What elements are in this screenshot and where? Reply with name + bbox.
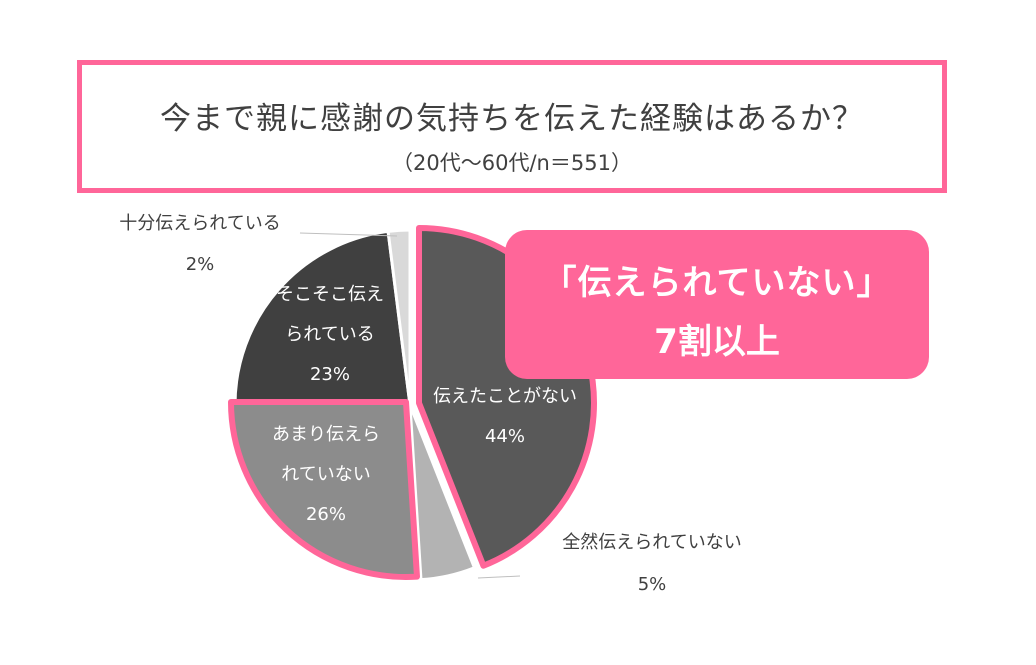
pie-slice-2 [228, 399, 420, 580]
callout-box: 「伝えられていない」 7割以上 [505, 230, 929, 379]
slice-category-label: 全然伝えられていない [562, 532, 741, 553]
pie-slice-1 [408, 403, 476, 582]
callout-headline: 「伝えられていない」 [542, 263, 892, 303]
slice-category-label: そこそこ伝え [276, 284, 384, 305]
pie-slice-3 [233, 229, 412, 407]
leader-line [299, 232, 398, 237]
slice-category-label: あまり伝えら [272, 424, 380, 445]
title-box: 今まで親に感謝の気持ちを伝えた経験はあるか？ （20代～60代/n＝551） [77, 60, 947, 193]
chart-subtitle: （20代～60代/n＝551） [392, 151, 632, 175]
pie-slice-4 [386, 228, 412, 407]
slice-value-label: 26% [306, 504, 346, 525]
chart-title: 今まで親に感謝の気持ちを伝えた経験はあるか？ [160, 101, 864, 137]
leader-line [477, 575, 521, 579]
callout-highlight: 7割以上 [654, 322, 780, 362]
slice-value-label: 5% [638, 574, 667, 595]
slice-category-label: られている [285, 324, 374, 345]
slice-category-label: 十分伝えられている [119, 213, 280, 234]
slice-value-label: 44% [485, 426, 525, 447]
slice-value-label: 23% [310, 364, 350, 385]
slice-category-label: 伝えたことがない [433, 386, 577, 407]
slice-value-label: 2% [186, 254, 215, 275]
slice-category-label: れていない [281, 464, 370, 485]
